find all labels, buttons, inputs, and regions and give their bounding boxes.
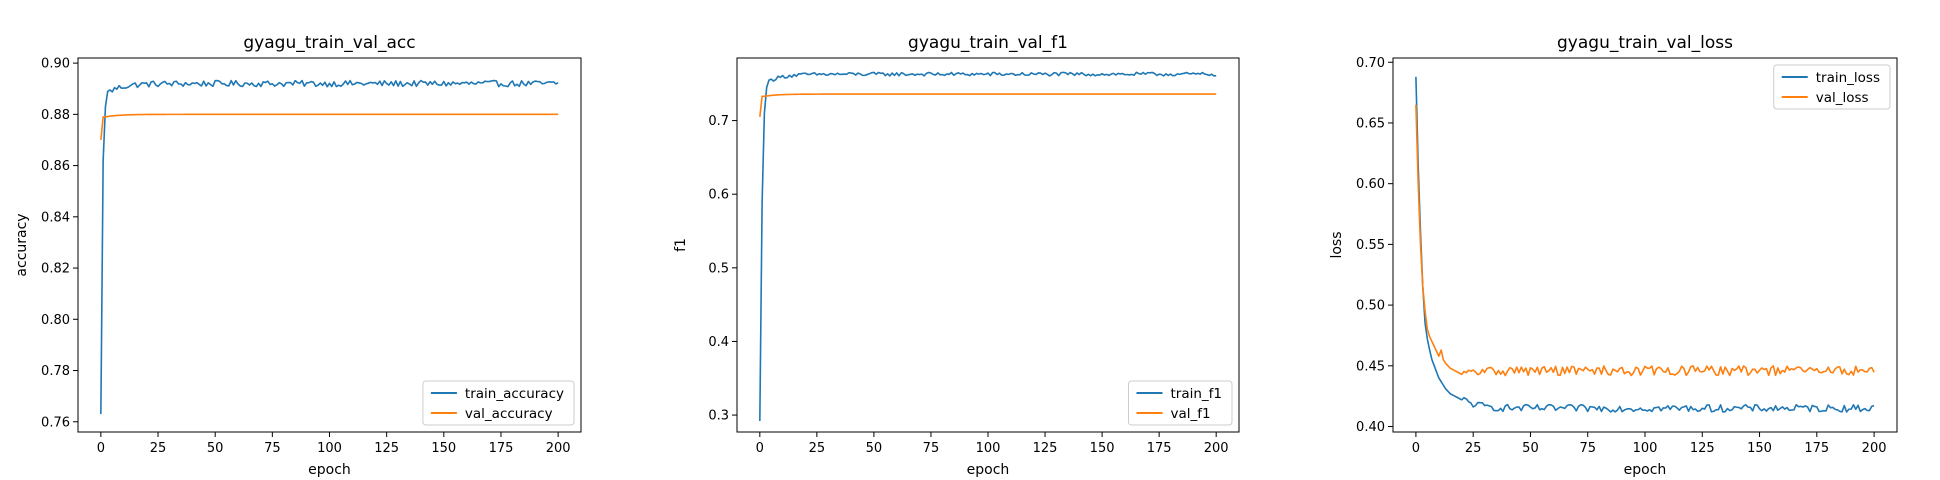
x-tick-label: 50 (1522, 441, 1539, 456)
y-tick-label: 0.78 (41, 364, 70, 379)
chart-accuracy: gyagu_train_val_acc epoch accuracy 0 25 50… (14, 33, 582, 478)
y-tick-label: 0.55 (1356, 238, 1385, 253)
y-axis-label: loss (1329, 231, 1345, 258)
x-tick-label: 200 (1862, 441, 1887, 456)
chart-f1: gyagu_train_val_f1 epoch f1 0 25 50 75 100 12… (673, 33, 1240, 478)
series-lines (759, 71, 1217, 421)
x-axis-label: epoch (967, 462, 1010, 478)
legend: train_accuracy val_accuracy (422, 380, 575, 426)
chart-loss: gyagu_train_val_loss epoch loss 0 25 50 75 1… (1329, 33, 1898, 478)
series-line-train (100, 79, 559, 415)
x-tick-label: 175 (1147, 441, 1172, 456)
chart-title: gyagu_train_val_f1 (908, 33, 1068, 53)
chart-title: gyagu_train_val_loss (1557, 33, 1733, 53)
legend-label-train: train_loss (1816, 70, 1880, 86)
series-lines (1415, 76, 1875, 413)
y-tick-label: 0.50 (1356, 299, 1385, 314)
x-tick-label: 75 (264, 441, 281, 456)
x-tick-label: 175 (1804, 441, 1829, 456)
plot-frame (77, 57, 582, 433)
x-axis-label: epoch (308, 462, 351, 478)
x-tick-label: 25 (1465, 441, 1482, 456)
x-tick-label: 125 (1690, 441, 1715, 456)
ticks: 0 25 50 75 100 125 150 175 200 0.3 0.4 0.5 0.6 0.7 (708, 114, 1228, 456)
y-tick-label: 0.65 (1356, 116, 1385, 131)
x-tick-label: 150 (1090, 441, 1115, 456)
y-tick-label: 0.88 (41, 108, 70, 123)
y-tick-label: 0.76 (41, 415, 70, 430)
legend: train_loss val_loss (1773, 64, 1891, 110)
legend-label-val: val_f1 (1170, 406, 1210, 422)
x-tick-label: 125 (374, 441, 399, 456)
y-tick-label: 0.7 (708, 114, 729, 129)
x-tick-label: 75 (1579, 441, 1596, 456)
x-tick-label: 25 (150, 441, 167, 456)
chart-title: gyagu_train_val_acc (243, 33, 415, 53)
series-line-train (1415, 76, 1875, 413)
y-axis-label: f1 (673, 238, 689, 252)
legend-label-val: val_accuracy (465, 406, 553, 422)
y-tick-label: 0.84 (41, 210, 70, 225)
x-tick-label: 25 (809, 441, 826, 456)
legend-box (422, 380, 575, 426)
x-tick-label: 150 (431, 441, 456, 456)
ticks: 0 25 50 75 100 125 150 175 200 0.40 0.45 0.50 0.55 0.… (1356, 56, 1886, 456)
series-line-val (100, 113, 559, 141)
legend-label-train: train_f1 (1170, 386, 1222, 402)
x-tick-label: 50 (866, 441, 883, 456)
x-tick-label: 75 (923, 441, 940, 456)
series-line-val (759, 93, 1217, 117)
y-tick-label: 0.80 (41, 313, 70, 328)
x-tick-label: 0 (1412, 441, 1420, 456)
y-tick-label: 0.60 (1356, 177, 1385, 192)
x-tick-label: 100 (976, 441, 1001, 456)
ticks: 0 25 50 75 100 125 150 175 200 0.76 0.78 0.80 0.82 0.… (41, 57, 571, 456)
plot-frame (736, 57, 1240, 433)
x-tick-label: 0 (756, 441, 764, 456)
x-tick-label: 200 (546, 441, 571, 456)
x-tick-label: 125 (1033, 441, 1058, 456)
legend-label-train: train_accuracy (465, 386, 564, 402)
y-tick-label: 0.70 (1356, 56, 1385, 71)
y-axis-label: accuracy (14, 213, 30, 276)
x-tick-label: 150 (1747, 441, 1772, 456)
legend-label-val: val_loss (1816, 90, 1869, 106)
y-tick-label: 0.4 (708, 335, 729, 350)
series-line-train (759, 71, 1217, 421)
x-tick-label: 200 (1204, 441, 1229, 456)
series-lines (100, 79, 559, 415)
y-tick-label: 0.82 (41, 262, 70, 277)
x-axis-label: epoch (1624, 462, 1667, 478)
y-tick-label: 0.86 (41, 159, 70, 174)
x-tick-label: 100 (317, 441, 342, 456)
y-tick-label: 0.5 (708, 261, 729, 276)
x-tick-label: 50 (207, 441, 224, 456)
y-tick-label: 0.6 (708, 188, 729, 203)
y-tick-label: 0.40 (1356, 420, 1385, 435)
x-tick-label: 100 (1633, 441, 1658, 456)
y-tick-label: 0.3 (708, 409, 729, 424)
x-tick-label: 0 (97, 441, 105, 456)
y-tick-label: 0.90 (41, 57, 70, 72)
plot-frame (1392, 57, 1898, 433)
x-tick-label: 175 (489, 441, 514, 456)
y-tick-label: 0.45 (1356, 359, 1385, 374)
series-line-val (1415, 104, 1875, 377)
legend: train_f1 val_f1 (1127, 380, 1233, 426)
